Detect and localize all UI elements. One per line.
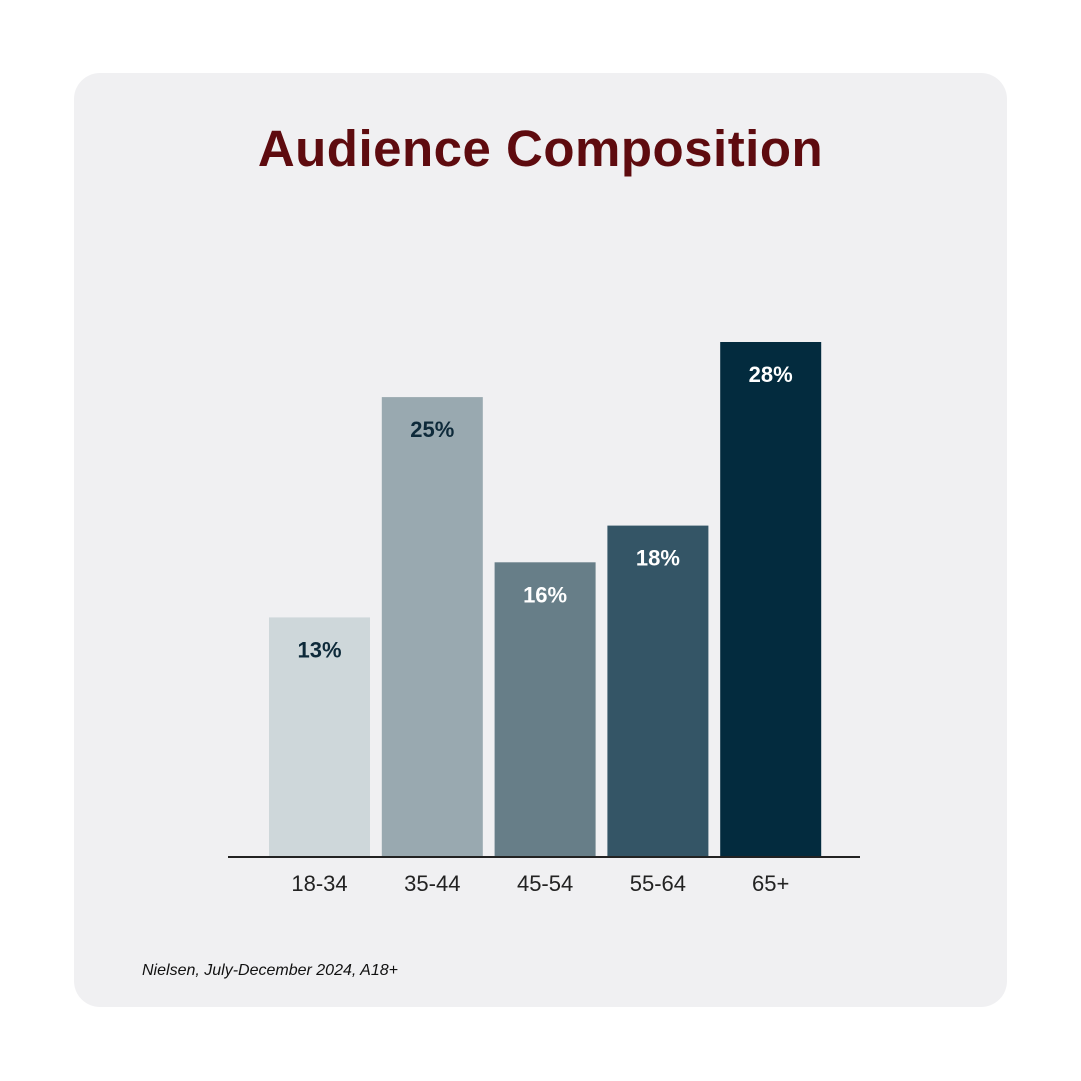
x-tick-label: 35-44 [404,871,460,896]
bar-35-44 [381,397,483,856]
source-footnote: Nielsen, July-December 2024, A18+ [142,962,398,979]
bar-65+ [720,342,822,856]
bar-18-34 [269,617,370,856]
bar-45-54 [494,562,596,856]
bars-group [269,342,822,856]
x-tick-label: 45-54 [517,871,573,896]
value-labels-group: 13% 25% 16% 18% 28% [297,362,792,662]
x-tick-label: 18-34 [291,871,347,896]
x-tick-label: 55-64 [630,871,686,896]
bar-value-label: 25% [410,417,454,442]
x-tick-label: 65+ [752,871,789,896]
bar-value-label: 13% [297,637,341,662]
bar-55-64 [607,525,709,856]
x-tick-labels-group: 18-34 35-44 45-54 55-64 65+ [291,871,789,896]
bar-value-label: 28% [749,362,793,387]
bar-value-label: 18% [636,546,680,571]
bar-value-label: 16% [523,582,567,607]
chart-title: Audience Composition [257,120,824,177]
